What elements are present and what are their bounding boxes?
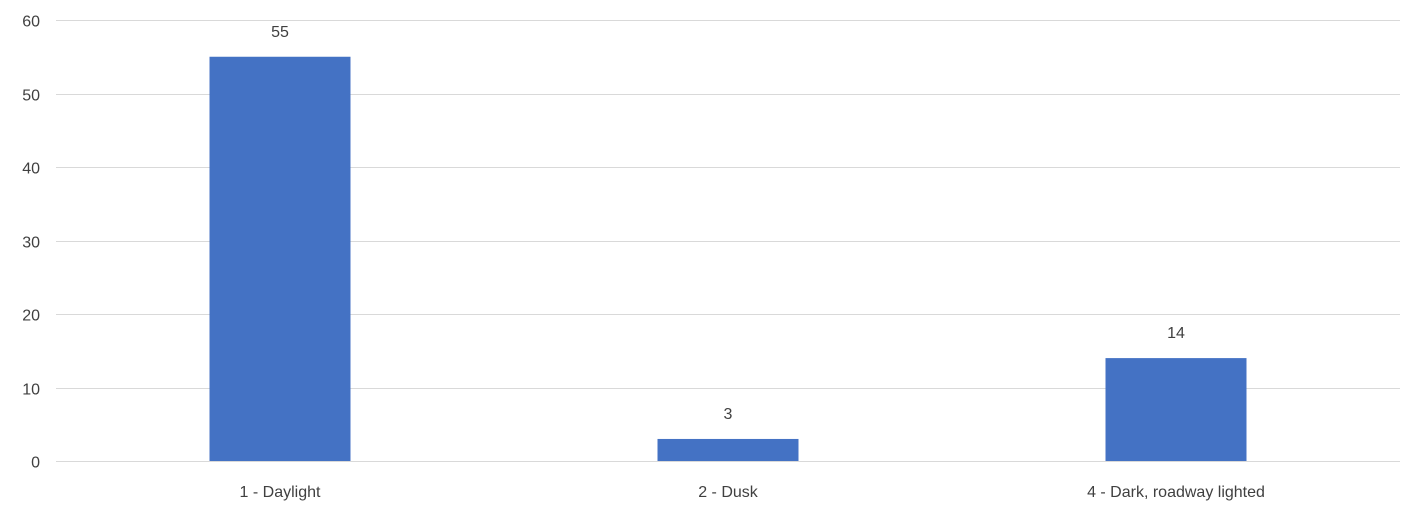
y-tick-label: 20 [22, 308, 40, 325]
data-labels: 55 3 14 [271, 24, 1185, 423]
y-tick-label: 50 [22, 88, 40, 105]
bar [209, 56, 351, 461]
bar [657, 438, 799, 461]
y-tick-label: 0 [31, 455, 40, 472]
category-label: 1 - Daylight [240, 484, 321, 501]
data-label: 3 [724, 406, 733, 423]
y-tick-label: 10 [22, 382, 40, 399]
bars [209, 56, 1247, 461]
y-tick-label: 30 [22, 235, 40, 252]
category-label: 2 - Dusk [698, 484, 759, 501]
data-label: 55 [271, 24, 289, 41]
y-tick-label: 60 [22, 14, 40, 31]
data-label: 14 [1167, 325, 1185, 342]
y-tick-label: 40 [22, 161, 40, 178]
y-axis-ticks: 0 10 20 30 40 50 60 [22, 14, 40, 472]
category-label: 4 - Dark, roadway lighted [1087, 484, 1265, 501]
x-axis-categories: 1 - Daylight 2 - Dusk 4 - Dark, roadway li… [240, 484, 1265, 501]
bar [1105, 358, 1247, 461]
